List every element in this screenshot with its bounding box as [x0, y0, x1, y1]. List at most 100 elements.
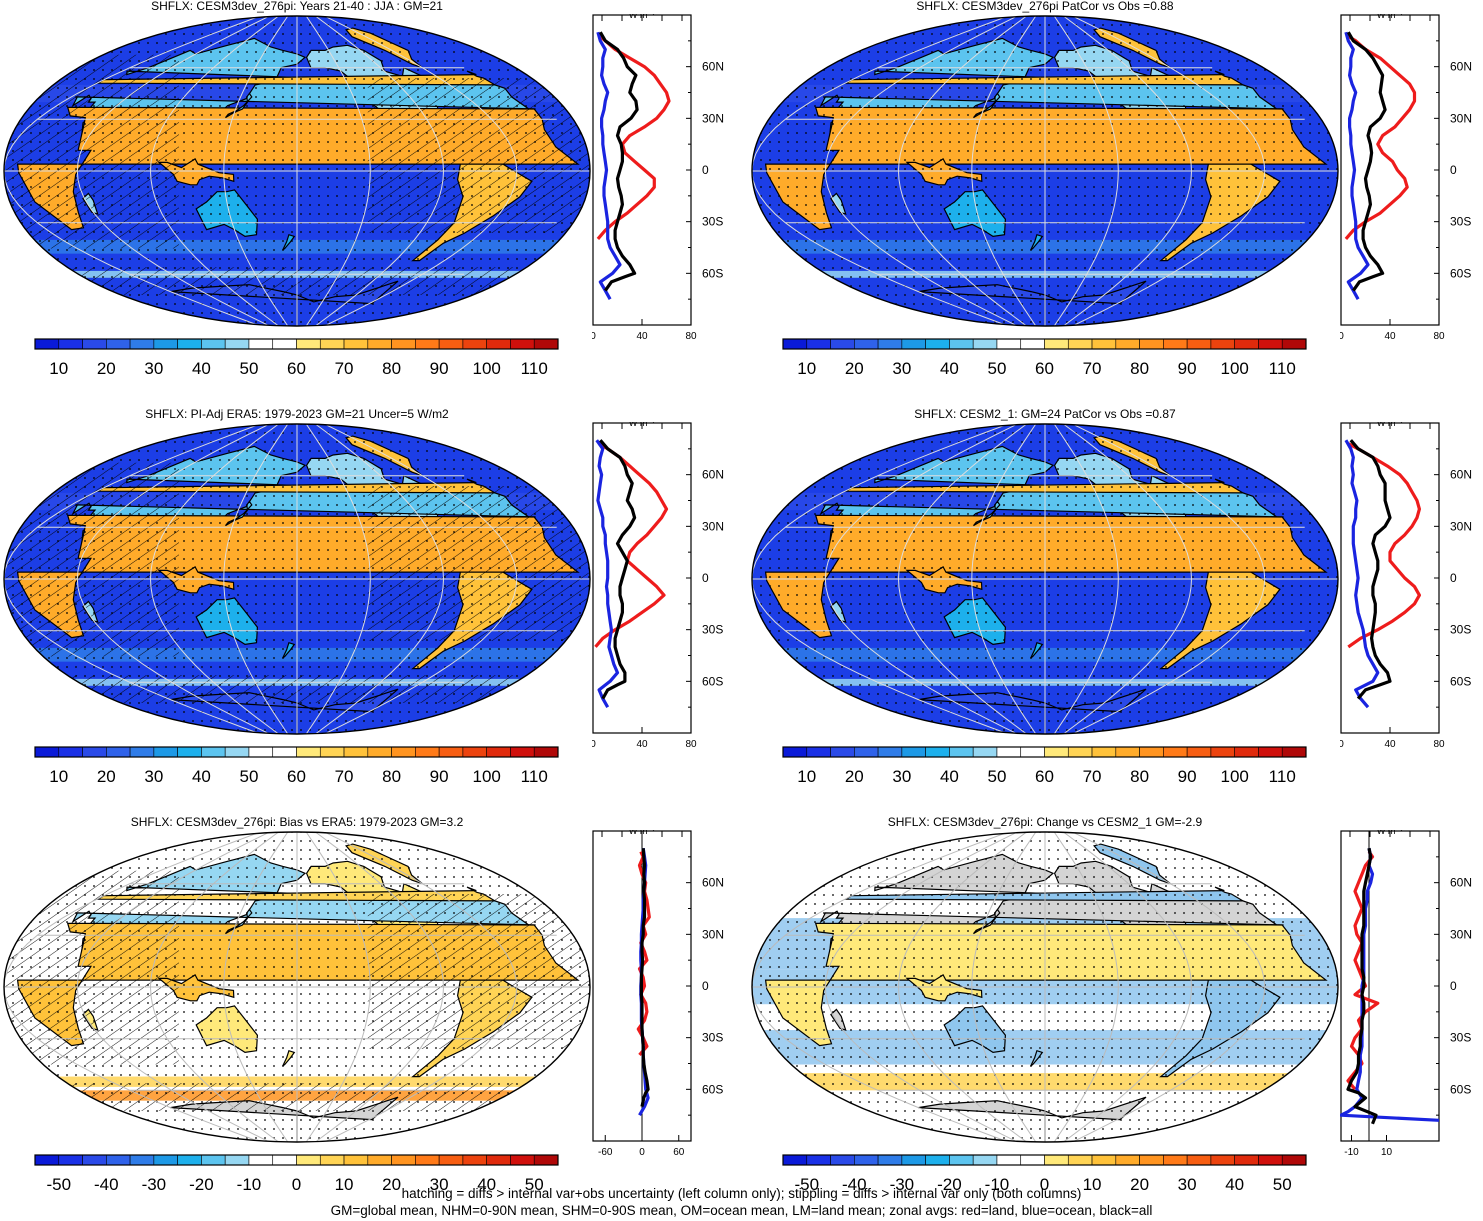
- graticule-meridian: [223, 424, 289, 734]
- colorbar-swatch: [486, 746, 511, 758]
- colorbar-swatch: [1163, 338, 1188, 350]
- colorbar: 10 20 30 40 50 60 70 80 90 100 110: [782, 338, 1307, 378]
- graticule-meridian: [1063, 832, 1193, 1142]
- colorbar-tick-label: 50: [239, 359, 258, 378]
- colorbar-tick-label: 0: [1040, 1175, 1049, 1194]
- colorbar-swatch: [129, 1154, 155, 1166]
- graticule-meridian: [752, 424, 1009, 734]
- colorbar-swatch: [391, 1154, 416, 1166]
- graticule-meridian: [315, 832, 445, 1142]
- graticule-meridian: [1072, 424, 1266, 734]
- colorbar-tick-label: 50: [987, 767, 1006, 786]
- colorbar-swatch: [1067, 1154, 1093, 1166]
- y-tick-label: 60S: [1450, 1082, 1471, 1096]
- series-line-ocean: [1344, 439, 1380, 709]
- colorbar-swatch: [1139, 338, 1164, 350]
- panel-title: SHFLX: CESM3dev_276pi PatCor vs Obs =0.8…: [916, 0, 1174, 13]
- colorbar-tick-label: 70: [1083, 359, 1102, 378]
- colorbar-tick-label: 20: [97, 359, 116, 378]
- colorbar-tick-label: -10: [237, 1175, 262, 1194]
- y-tick-label: 0: [1450, 979, 1457, 993]
- x-tick-label: 40: [1384, 739, 1396, 750]
- graticule-meridian: [971, 424, 1037, 734]
- colorbar-tick-label: 60: [1035, 359, 1054, 378]
- colorbar-tick-label: 20: [845, 767, 864, 786]
- graticule-meridian: [149, 424, 279, 734]
- colorbar-swatch: [1115, 338, 1140, 350]
- colorbar-swatch: [1091, 338, 1117, 350]
- colorbar-tick-label: 40: [192, 359, 211, 378]
- x-tick-label: 60: [673, 1147, 685, 1158]
- colorbar-swatch: [272, 1154, 297, 1166]
- colorbar-swatch: [462, 746, 487, 758]
- colorbar-swatch: [996, 1154, 1022, 1166]
- graticule-meridian: [1072, 16, 1266, 326]
- map-border: [3, 423, 591, 735]
- colorbar-swatch: [925, 1154, 950, 1166]
- colorbar-frame: [34, 1154, 559, 1166]
- x-tick-label: 10: [1381, 1147, 1393, 1158]
- colorbar-tick-label: 40: [940, 359, 959, 378]
- graticule-meridian: [76, 16, 270, 326]
- colorbar-tick-label: 20: [97, 767, 116, 786]
- colorbar: 10 20 30 40 50 60 70 80 90 100 110: [34, 746, 559, 786]
- map-border: [751, 15, 1339, 327]
- colorbar: -50 -40 -30 -20 -10 0 10 20 30 40 50: [34, 1154, 559, 1194]
- colorbar-swatch: [854, 1154, 879, 1166]
- graticule-meridian: [76, 832, 270, 1142]
- colorbar-swatch: [830, 1154, 855, 1166]
- colorbar-swatch: [972, 338, 998, 350]
- y-tick-label: 30N: [1450, 111, 1472, 125]
- graticule-meridian: [4, 16, 261, 326]
- x-tick-label: 40: [636, 331, 648, 342]
- colorbar-swatch: [1186, 338, 1212, 350]
- colorbar-swatch: [82, 1154, 107, 1166]
- colorbar-tick-label: 10: [335, 1175, 354, 1194]
- profile-frame: [1340, 830, 1440, 1142]
- global-map: [751, 423, 1339, 735]
- colorbar-swatch: [949, 338, 974, 350]
- colorbar-swatch: [34, 746, 60, 758]
- colorbar-tick-label: 100: [1220, 359, 1248, 378]
- colorbar-tick-label: 60: [287, 359, 306, 378]
- colorbar-tick-label: -20: [189, 1175, 214, 1194]
- footer-note-definitions: GM=global mean, NHM=0-90N mean, SHM=0-90…: [330, 1203, 1153, 1218]
- map-border: [751, 423, 1339, 735]
- y-tick-label: 60S: [702, 674, 723, 688]
- y-tick-label: 30S: [1450, 623, 1471, 637]
- graticule-meridian: [752, 16, 1009, 326]
- colorbar-tick-label: 90: [1178, 767, 1197, 786]
- hatching: [367, 78, 590, 233]
- colorbar-tick-label: 30: [430, 1175, 449, 1194]
- colorbar-swatch: [391, 746, 416, 758]
- colorbar-tick-label: 40: [477, 1175, 496, 1194]
- colorbar-swatch: [201, 1154, 226, 1166]
- y-tick-label: 60N: [1450, 468, 1472, 482]
- global-map: [3, 15, 591, 327]
- colorbar-swatch: [58, 746, 83, 758]
- graticule-meridian: [315, 424, 445, 734]
- colorbar-tick-label: 30: [1178, 1175, 1197, 1194]
- panel-cesm2: SHFLX: CESM2_1: GM=24 PatCor vs Obs =0.8…: [748, 406, 1483, 812]
- colorbar-tick-label: 30: [144, 767, 163, 786]
- colorbar-swatch: [782, 338, 808, 350]
- y-tick-label: 60N: [1450, 876, 1472, 890]
- x-tick-label: 80: [1433, 739, 1445, 750]
- graticule-meridian: [324, 424, 518, 734]
- y-tick-label: 30S: [1450, 1031, 1471, 1045]
- y-tick-label: 30N: [702, 111, 724, 125]
- y-tick-label: 60N: [702, 60, 724, 74]
- y-tick-label: 60S: [1450, 266, 1471, 280]
- colorbar-swatch: [1020, 338, 1045, 350]
- colorbar-swatch: [1258, 1154, 1283, 1166]
- graticule-meridian: [324, 832, 518, 1142]
- x-tick-label: 80: [1433, 331, 1445, 342]
- colorbar-swatch: [153, 1154, 178, 1166]
- colorbar-tick-label: 60: [287, 767, 306, 786]
- colorbar-tick-label: -50: [46, 1175, 71, 1194]
- colorbar-swatch: [1115, 746, 1140, 758]
- colorbar-tick-label: -40: [842, 1175, 867, 1194]
- y-tick-label: 30N: [702, 519, 724, 533]
- colorbar-swatch: [34, 338, 60, 350]
